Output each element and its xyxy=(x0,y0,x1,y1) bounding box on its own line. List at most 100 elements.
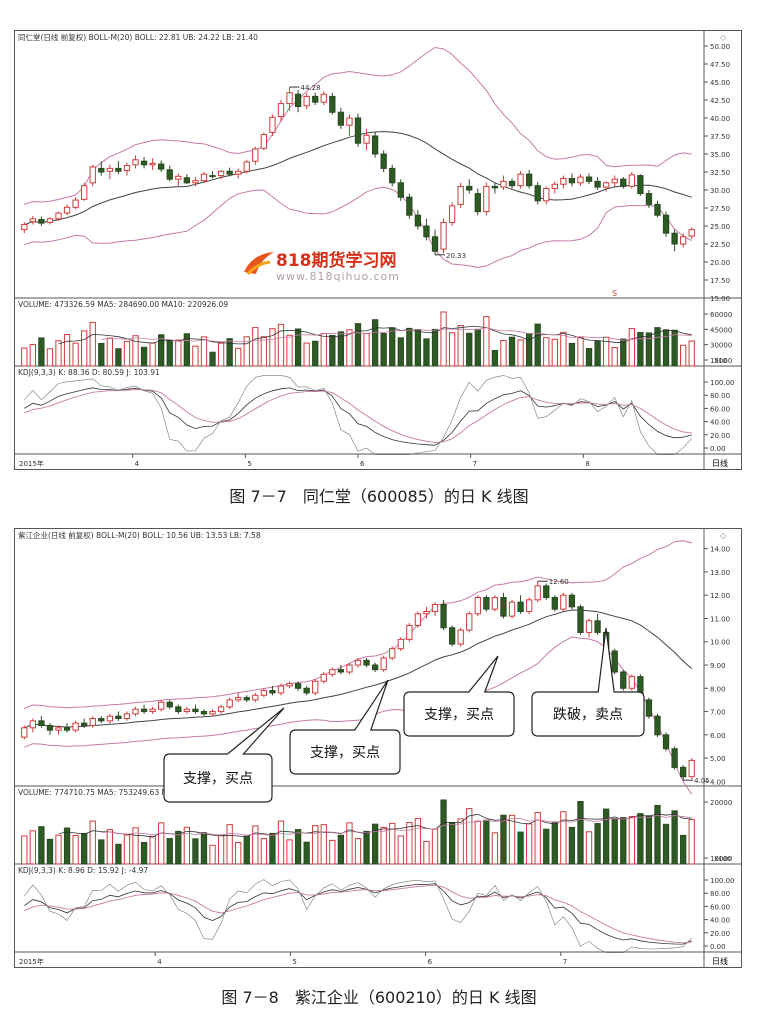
volume-bar xyxy=(543,337,550,367)
candle-body xyxy=(63,727,71,731)
candle xyxy=(354,658,362,668)
volume-bar xyxy=(363,830,370,865)
candle xyxy=(466,179,473,194)
candle xyxy=(611,648,618,675)
volume-bar xyxy=(183,826,191,865)
candle xyxy=(474,595,481,617)
date-label: 6 xyxy=(428,958,433,966)
candle xyxy=(192,704,199,714)
volume-bar xyxy=(551,338,558,367)
candle-body xyxy=(226,170,233,175)
kdj-tick-label: 60.00 xyxy=(710,903,730,911)
candle xyxy=(431,602,439,617)
candle xyxy=(115,711,122,721)
candle-body xyxy=(38,720,45,727)
volume-bar xyxy=(192,345,199,367)
candle xyxy=(303,92,310,110)
volume-bar xyxy=(508,814,516,865)
candle-body xyxy=(235,170,242,175)
callout-box: 支撑，买点 xyxy=(163,707,285,803)
candle xyxy=(500,175,507,190)
candle xyxy=(260,688,268,698)
volume-bar xyxy=(294,829,302,865)
candle-body xyxy=(192,180,199,184)
candle xyxy=(320,671,327,684)
volume-bar xyxy=(183,333,191,367)
candle xyxy=(654,200,661,218)
candle-body xyxy=(260,690,268,696)
candle xyxy=(243,695,250,703)
boll-lower-line xyxy=(24,636,693,795)
candle xyxy=(175,173,182,187)
volume-bar xyxy=(209,844,216,865)
figure-1-chart: 同仁堂(日线 前复权) BOLL-M(20) BOLL: 22.81 UB: 2… xyxy=(14,30,742,470)
price-tick-label: 40.00 xyxy=(710,115,730,123)
volume-bar xyxy=(551,821,558,865)
kdj-tick-label: 80.00 xyxy=(710,890,730,898)
candle xyxy=(38,716,45,728)
volume-bar xyxy=(46,838,54,865)
candle xyxy=(414,210,422,230)
volume-bar xyxy=(448,332,456,367)
volume-bar xyxy=(662,823,670,865)
candle xyxy=(149,706,156,714)
volume-bar xyxy=(166,339,173,367)
price-tick-label: 30.00 xyxy=(710,187,730,195)
candle xyxy=(551,181,558,194)
candle xyxy=(243,159,250,174)
volume-bar xyxy=(585,831,593,865)
candle-body xyxy=(209,711,216,715)
candle xyxy=(440,599,447,631)
price-tick-label: 32.50 xyxy=(710,169,730,177)
price-tick-label: 20.00 xyxy=(710,259,730,267)
price-tick-label: 35.00 xyxy=(710,151,730,159)
candle xyxy=(637,174,644,196)
candle xyxy=(158,699,165,712)
candle xyxy=(440,218,447,254)
volume-bar xyxy=(448,822,456,865)
candle-body xyxy=(611,650,618,673)
candle-body xyxy=(21,224,28,231)
candle-body xyxy=(671,232,678,245)
candle xyxy=(329,667,336,677)
candle-body xyxy=(500,180,507,188)
candle-body xyxy=(89,718,96,726)
candle-body xyxy=(337,111,345,126)
volume-bar xyxy=(525,333,533,367)
volume-bar xyxy=(46,348,54,367)
candle-body xyxy=(252,694,259,701)
candle-body xyxy=(688,229,695,237)
price-tick-label: 11.00 xyxy=(710,615,730,623)
candle-body xyxy=(517,173,524,187)
candle xyxy=(149,158,156,170)
sell-marker: S xyxy=(612,289,617,298)
candle xyxy=(98,161,105,176)
candle xyxy=(680,765,687,781)
watermark-url: www.818qihuo.com xyxy=(276,270,400,283)
candle-body xyxy=(431,236,439,252)
candle-body xyxy=(72,722,79,731)
candle xyxy=(389,164,396,187)
price-tick-label: 7.00 xyxy=(710,709,726,717)
callout-box: 支撑，买点 xyxy=(403,655,515,737)
candle xyxy=(517,171,524,189)
callout-shape xyxy=(531,627,645,737)
period-label: 日线 xyxy=(712,956,728,966)
candle xyxy=(29,215,36,225)
candle-body xyxy=(166,701,173,708)
candle-body xyxy=(158,701,165,710)
figure-2-chart: 紫江企业(日线 前复权) BOLL-M(20) BOLL: 10.56 UB: … xyxy=(14,528,742,968)
candle-body xyxy=(508,601,516,617)
candle xyxy=(346,114,353,136)
price-tick-label: 42.50 xyxy=(710,97,730,105)
volume-bar xyxy=(209,351,216,367)
candle xyxy=(226,697,233,710)
candle xyxy=(63,204,71,216)
volume-bar xyxy=(63,334,71,367)
candle xyxy=(286,87,293,111)
candle-body xyxy=(628,174,635,187)
volume-bar xyxy=(158,334,165,367)
volume-bar xyxy=(500,339,507,367)
candle-body xyxy=(406,196,413,216)
panel-toggle-icon: ◇ xyxy=(720,33,727,42)
